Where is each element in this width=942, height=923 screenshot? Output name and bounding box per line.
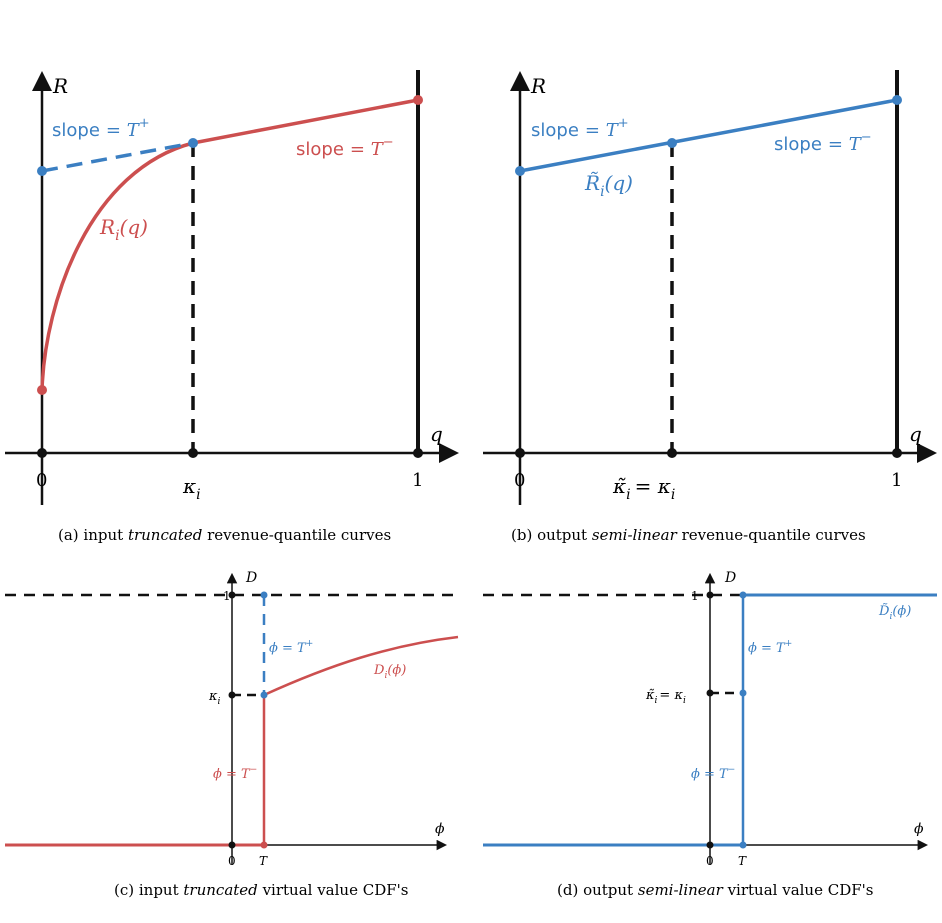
point (188, 138, 198, 148)
y-axis-label: D (724, 570, 736, 586)
y-axis-label: D (245, 570, 257, 586)
point (667, 448, 677, 458)
point (37, 166, 47, 176)
point (260, 591, 268, 599)
curve-label: Di(ϕ) (373, 663, 406, 681)
slope-plus-label: slope = T+ (52, 116, 150, 141)
phi-plus-label: ϕ = T+ (269, 639, 313, 656)
semi-linear-revenue-line (519, 98, 898, 173)
curve-label: D̃i(ϕ) (878, 603, 911, 622)
phi-minus-label: ϕ = T− (213, 765, 257, 782)
tick-1: 1 (891, 470, 902, 491)
point (515, 448, 525, 458)
x-axis-label: ϕ (914, 821, 924, 837)
phi-plus-label: ϕ = T+ (748, 639, 792, 656)
caption-c: (c) input truncated virtual value CDF's (114, 881, 408, 899)
y-axis-label: R (52, 74, 68, 98)
curve-label: R̃i(q) (584, 171, 633, 200)
point (892, 448, 902, 458)
point (260, 841, 268, 849)
point (515, 166, 525, 176)
point (228, 691, 236, 699)
slope-minus-label: slope = T− (774, 130, 872, 155)
tick-0: 0 (228, 854, 236, 868)
point (37, 448, 47, 458)
tick-1: 1 (223, 589, 231, 603)
tick-kappa: κ̃i = κi (645, 688, 686, 706)
caption-b: (b) output semi-linear revenue-quantile … (511, 526, 866, 544)
slope-minus-label: slope = T− (296, 135, 394, 160)
slope-plus-dashed-line (41, 141, 194, 173)
point (188, 448, 198, 458)
point (413, 95, 423, 105)
point (739, 841, 747, 849)
point (706, 689, 714, 697)
point (667, 138, 677, 148)
panel-d-diagram: D ϕ 1 κ̃i = κi 0 T ϕ = T+ ϕ = T− D̃i(ϕ) (… (483, 570, 937, 899)
caption-d: (d) output semi-linear virtual value CDF… (557, 881, 873, 899)
point (37, 385, 47, 395)
point (739, 689, 747, 697)
y-axis-label: R (530, 74, 546, 98)
panel-b-diagram: R q 0 κ̃i = κi 1 slope = T+ slope = T− R̃i(… (483, 70, 937, 544)
point (260, 691, 268, 699)
tick-0: 0 (36, 470, 47, 491)
point (228, 591, 236, 599)
caption-a: (a) input truncated revenue-quantile cur… (58, 526, 391, 544)
x-axis-label: q (430, 422, 443, 446)
curve-label: Ri(q) (99, 215, 148, 244)
cdf-curve (263, 635, 459, 697)
point (706, 841, 714, 849)
tick-kappa: κi (182, 474, 201, 503)
phi-minus-label: ϕ = T− (691, 765, 735, 782)
tick-0: 0 (514, 470, 525, 491)
slope-plus-label: slope = T+ (531, 116, 629, 141)
tick-kappa: κi (208, 689, 221, 707)
x-axis-label: ϕ (435, 821, 445, 837)
point (413, 448, 423, 458)
revenue-linear-segment (192, 98, 419, 145)
point (892, 95, 902, 105)
tick-T: T (738, 854, 747, 868)
tick-T: T (259, 854, 268, 868)
tick-kappa: κ̃i = κi (612, 474, 675, 503)
tick-1: 1 (691, 589, 699, 603)
panel-a-diagram: R q 0 κi 1 slope = T+ slope = T− Ri(q) (a)… (5, 70, 459, 544)
point (228, 841, 236, 849)
tick-1: 1 (412, 470, 423, 491)
point (739, 591, 747, 599)
tick-0: 0 (706, 854, 714, 868)
panel-c-diagram: D ϕ 1 κi 0 T ϕ = T+ ϕ = T− Di(ϕ) (c) inp… (5, 570, 459, 899)
x-axis-label: q (909, 422, 922, 446)
revenue-curve-concave (40, 141, 194, 391)
point (706, 591, 714, 599)
